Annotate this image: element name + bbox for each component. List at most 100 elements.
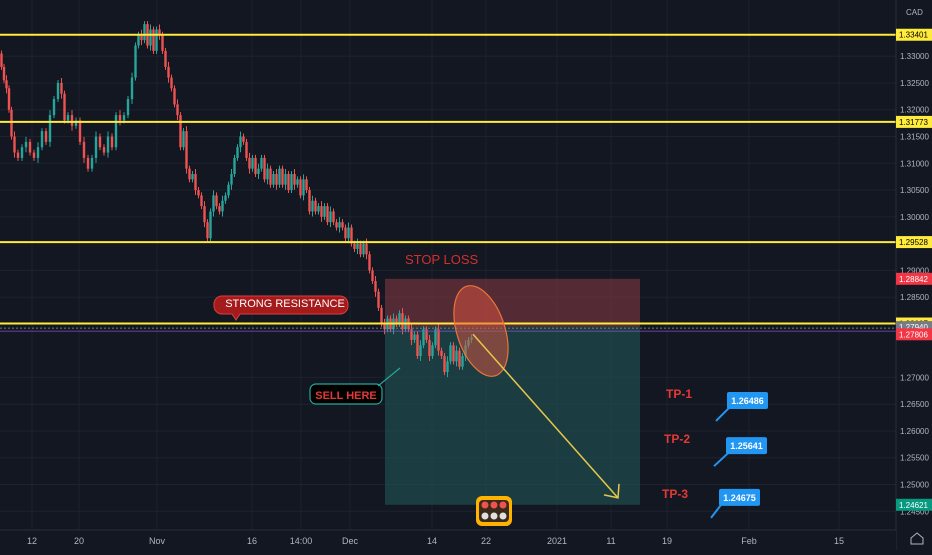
candle-body — [36, 147, 40, 158]
candle-body — [242, 136, 245, 142]
candle-body — [185, 131, 188, 169]
strong-resistance-callout[interactable] — [213, 295, 349, 321]
candle-body — [257, 168, 260, 174]
candle-body — [40, 131, 44, 148]
sell-here-callout[interactable] — [309, 383, 383, 405]
price-tag[interactable] — [896, 272, 932, 285]
candle-body — [227, 184, 230, 196]
candle-body — [296, 179, 299, 185]
candle-body — [52, 99, 56, 116]
candle-body — [452, 345, 455, 362]
price-tag[interactable] — [896, 328, 932, 341]
price-tick-label: 1.30500 — [900, 186, 929, 195]
time-tick-label: Dec — [342, 536, 359, 546]
candle-body — [63, 93, 66, 121]
take-profit-zone — [385, 327, 640, 505]
time-tick-label: 11 — [606, 536, 615, 546]
candle-body — [78, 120, 82, 142]
time-tick-label: 12 — [27, 536, 37, 546]
candle-body — [152, 29, 155, 51]
sell-zone-ellipse[interactable] — [444, 279, 519, 383]
candle-body — [374, 281, 377, 292]
target-arrow[interactable] — [472, 333, 619, 499]
price-tick-label: 1.24500 — [900, 507, 929, 516]
candle-body — [5, 80, 8, 89]
candle-body — [94, 136, 98, 158]
candle-body — [305, 179, 308, 191]
candle-body — [161, 34, 164, 51]
tp-label-2: TP-2 — [664, 432, 690, 446]
tp-price-text-2: 1.25641 — [730, 441, 763, 451]
stop-loss-label: STOP LOSS — [405, 252, 479, 267]
candle-body — [266, 168, 269, 180]
candle-body — [230, 173, 233, 185]
candle-body — [356, 243, 359, 249]
candle-body — [86, 157, 90, 169]
candle-body — [218, 206, 221, 212]
price-tick-label: 1.32000 — [900, 106, 929, 115]
candle-body — [278, 168, 281, 185]
candle-body — [344, 227, 347, 239]
candle-body — [383, 323, 386, 330]
candle-body — [314, 200, 317, 212]
target-arrow-head — [603, 483, 620, 499]
candle-body — [182, 131, 185, 148]
candle-body — [176, 104, 179, 116]
candle-body — [167, 66, 170, 78]
tp-price-badge-1[interactable] — [727, 391, 768, 409]
candle-body — [164, 50, 167, 67]
candle-body — [401, 313, 404, 330]
price-tick-label: 1.25000 — [900, 480, 929, 489]
candle-body — [209, 211, 212, 239]
tp-price-badge-2[interactable] — [726, 437, 767, 455]
level-price-tag[interactable] — [896, 236, 932, 249]
candle-body — [126, 99, 130, 116]
candle-body — [347, 227, 350, 239]
candle-body — [395, 318, 398, 324]
candle-body — [428, 339, 431, 357]
candle-body — [281, 168, 284, 185]
price-tick-label: 1.28500 — [900, 293, 929, 302]
candle-body — [422, 329, 425, 346]
badge-dot — [481, 501, 489, 509]
price-tick-label: 1.32500 — [900, 79, 929, 88]
candle-body — [179, 115, 182, 148]
candle-body — [440, 350, 443, 357]
candle-body — [338, 222, 341, 228]
candle-body — [272, 173, 275, 185]
price-tick-label: 1.31500 — [900, 133, 929, 142]
candle-body — [118, 115, 122, 121]
candle-body — [134, 45, 137, 78]
candle-body — [155, 29, 158, 51]
candle-body — [130, 77, 134, 100]
candle-body — [350, 227, 353, 244]
level-price-tag[interactable] — [896, 28, 932, 41]
candle-body — [197, 190, 200, 196]
badge-dot — [481, 512, 489, 520]
candle-body — [90, 157, 94, 169]
tp-price-badge-3[interactable] — [719, 488, 760, 506]
candle-body — [245, 141, 248, 158]
candle-body — [263, 157, 266, 180]
annotation-overlay[interactable]: STOP LOSS STRONG RESISTANCE SELL HERE TP-1 1… — [213, 252, 768, 526]
candle-body — [302, 179, 305, 196]
candle-body — [365, 243, 368, 255]
level-price-tag[interactable] — [896, 115, 932, 128]
sell-here-label: SELL HERE — [315, 390, 377, 402]
candle-body — [173, 88, 176, 105]
candle-body — [0, 53, 3, 67]
home-icon[interactable] — [910, 532, 924, 545]
tp-price-text-1: 1.26486 — [731, 396, 764, 406]
candle-body — [70, 115, 74, 126]
candle-body — [335, 222, 338, 228]
price-tick-label: 1.25500 — [900, 454, 929, 463]
candle-body — [98, 136, 102, 148]
badge-dot — [499, 512, 507, 520]
level-lines[interactable] — [0, 33, 896, 332]
price-tag[interactable] — [896, 498, 932, 511]
candle-body — [236, 147, 239, 158]
candle-body — [323, 206, 326, 217]
price-tick-label: 1.29000 — [900, 266, 929, 275]
